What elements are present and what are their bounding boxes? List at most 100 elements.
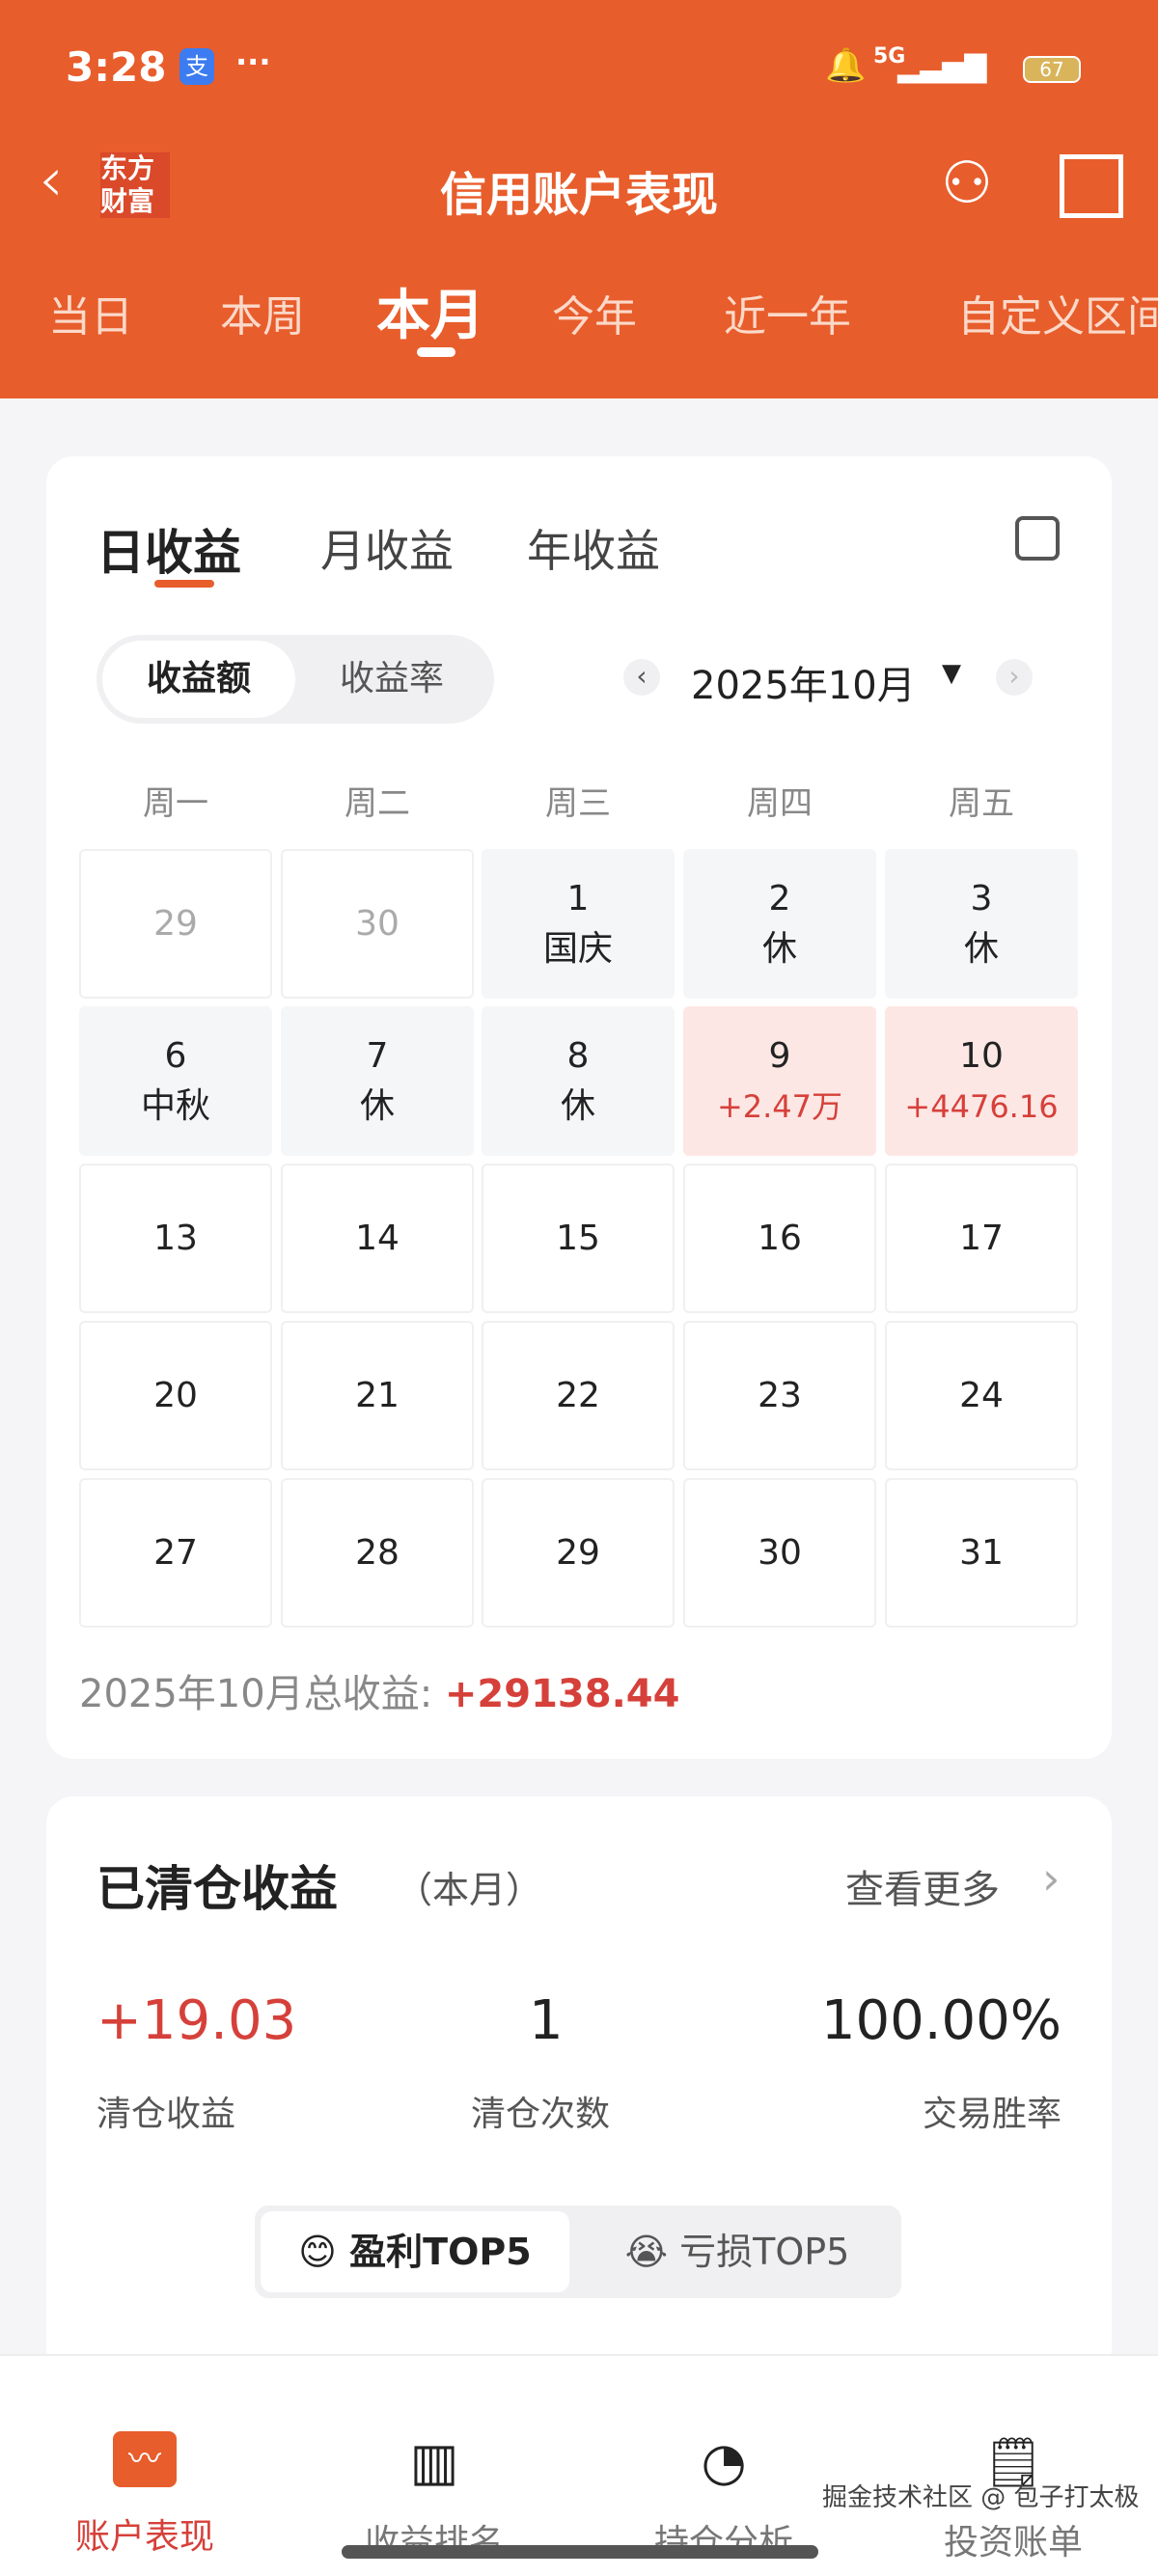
calendar-day[interactable]: 20 bbox=[79, 1321, 272, 1470]
calendar-day[interactable]: 30 bbox=[281, 849, 474, 999]
tab-monthly[interactable]: 月收益 bbox=[320, 525, 454, 577]
calendar-day[interactable]: 10 +4476.16 bbox=[885, 1006, 1078, 1156]
tab-daily[interactable]: 日收益 bbox=[96, 525, 241, 581]
calendar-day[interactable]: 15 bbox=[482, 1164, 675, 1313]
tab-today[interactable]: 当日 bbox=[48, 292, 133, 342]
day-number: 28 bbox=[355, 1532, 400, 1573]
day-note: 休 bbox=[963, 928, 999, 969]
nav-account[interactable]: 〰 账户表现 bbox=[0, 2431, 290, 2559]
toggle-amount[interactable]: 收益额 bbox=[102, 641, 295, 718]
total-label: 2025年10月总收益: bbox=[79, 1672, 445, 1716]
day-number: 15 bbox=[556, 1218, 600, 1258]
calendar-day[interactable]: 27 bbox=[79, 1478, 272, 1628]
day-note: 休 bbox=[560, 1085, 595, 1126]
day-number: 21 bbox=[355, 1375, 400, 1415]
calendar-day[interactable]: 13 bbox=[79, 1164, 272, 1313]
day-number: 2 bbox=[768, 878, 791, 918]
day-note: 休 bbox=[761, 928, 797, 969]
network-label: 5G bbox=[873, 44, 906, 69]
share-icon[interactable] bbox=[1060, 154, 1123, 218]
nav-label: 账户表现 bbox=[74, 2517, 214, 2557]
toggle-loss-top5[interactable]: 😭 亏损TOP5 bbox=[583, 2211, 892, 2292]
cleared-title: 已清仓收益 bbox=[96, 1861, 338, 1917]
calendar-day[interactable]: 29 bbox=[482, 1478, 675, 1628]
day-number: 29 bbox=[153, 903, 198, 944]
tab-month[interactable]: 本月 bbox=[376, 285, 484, 347]
nav-bill[interactable]: 🗒 投资账单 bbox=[868, 2431, 1158, 2564]
calendar-day[interactable]: 21 bbox=[281, 1321, 474, 1470]
logo: 东方财富 bbox=[100, 152, 170, 218]
day-number: 22 bbox=[556, 1375, 600, 1415]
tab-indicator bbox=[417, 347, 455, 357]
calendar-day[interactable]: 31 bbox=[885, 1478, 1078, 1628]
calendar-day[interactable]: 6 中秋 bbox=[79, 1006, 272, 1156]
tab-week[interactable]: 本周 bbox=[220, 292, 305, 342]
day-note: +4476.16 bbox=[904, 1087, 1059, 1125]
day-number: 10 bbox=[959, 1035, 1004, 1076]
day-number: 8 bbox=[566, 1035, 590, 1076]
tab-last-year[interactable]: 近一年 bbox=[724, 292, 851, 342]
bell-icon: 🔔 bbox=[825, 46, 867, 85]
stat-label-winrate: 交易胜率 bbox=[922, 2095, 1062, 2134]
day-note: +2.47万 bbox=[716, 1087, 843, 1125]
stat-label-profit: 清仓收益 bbox=[96, 2095, 236, 2134]
toggle-rate[interactable]: 收益率 bbox=[339, 659, 444, 699]
toggle-profit-top5[interactable]: 😊 盈利TOP5 bbox=[261, 2211, 569, 2292]
weekday-label: 周三 bbox=[545, 784, 611, 823]
day-number: 31 bbox=[959, 1532, 1004, 1573]
weekday-label: 周五 bbox=[949, 784, 1014, 823]
prev-month-button[interactable]: ‹ bbox=[623, 659, 660, 696]
back-icon[interactable]: ‹ bbox=[39, 145, 64, 216]
calendar-day[interactable]: 28 bbox=[281, 1478, 474, 1628]
calendar-day[interactable]: 30 bbox=[683, 1478, 876, 1628]
bill-icon: 🗒 bbox=[982, 2434, 1044, 2490]
calendar-day[interactable]: 22 bbox=[482, 1321, 675, 1470]
pie-icon: ◔ bbox=[701, 2431, 747, 2492]
stat-value-profit: +19.03 bbox=[96, 1989, 297, 2052]
cleared-card: 已清仓收益 （本月） 查看更多 › +19.03 清仓收益 1 清仓次数 100… bbox=[46, 1796, 1112, 2375]
chevron-right-icon[interactable]: › bbox=[1042, 1852, 1061, 1905]
calendar-day[interactable]: 1 国庆 bbox=[482, 849, 675, 999]
privacy-eye-icon[interactable]: ⚇ bbox=[941, 150, 993, 217]
tab-yearly[interactable]: 年收益 bbox=[527, 525, 660, 577]
chevron-down-icon[interactable]: ▼ bbox=[942, 659, 961, 688]
calendar-day[interactable]: 29 bbox=[79, 849, 272, 999]
calendar-day[interactable]: 14 bbox=[281, 1164, 474, 1313]
calendar-day[interactable]: 17 bbox=[885, 1164, 1078, 1313]
calendar-day[interactable]: 16 bbox=[683, 1164, 876, 1313]
month-selector[interactable]: 2025年10月 bbox=[691, 664, 916, 708]
total-value: +29138.44 bbox=[444, 1672, 680, 1716]
toggle-profit-label: 盈利TOP5 bbox=[349, 2231, 532, 2273]
day-number: 17 bbox=[959, 1218, 1004, 1258]
day-number: 1 bbox=[566, 878, 590, 918]
day-number: 24 bbox=[959, 1375, 1004, 1415]
day-note: 中秋 bbox=[140, 1085, 210, 1126]
smile-emoji-icon: 😊 bbox=[298, 2231, 337, 2273]
top5-toggle: 😊 盈利TOP5 😭 亏损TOP5 bbox=[255, 2206, 901, 2298]
nav-label: 投资账单 bbox=[943, 2523, 1083, 2562]
alipay-icon: 支 bbox=[179, 48, 214, 85]
battery-icon: 67 bbox=[1023, 56, 1081, 83]
calendar-day[interactable]: 24 bbox=[885, 1321, 1078, 1470]
calendar-day[interactable]: 9 +2.47万 bbox=[683, 1006, 876, 1156]
tab-year[interactable]: 今年 bbox=[552, 292, 637, 342]
view-more-link[interactable]: 查看更多 bbox=[845, 1868, 1000, 1912]
next-month-button[interactable]: › bbox=[996, 659, 1033, 696]
day-number: 30 bbox=[758, 1532, 802, 1573]
bottom-nav bbox=[0, 2354, 1158, 2576]
more-dots: ··· bbox=[235, 43, 271, 80]
day-number: 13 bbox=[153, 1218, 198, 1258]
share-icon[interactable] bbox=[1015, 516, 1060, 561]
status-time: 3:28 bbox=[66, 43, 167, 91]
chart-icon: 〰 bbox=[113, 2431, 177, 2487]
crying-emoji-icon: 😭 bbox=[624, 2231, 669, 2273]
home-indicator[interactable] bbox=[342, 2545, 818, 2559]
calendar-day[interactable]: 23 bbox=[683, 1321, 876, 1470]
stat-label-count: 清仓次数 bbox=[471, 2095, 611, 2134]
weekday-label: 周一 bbox=[143, 784, 208, 823]
tab-custom[interactable]: 自定义区间 bbox=[957, 292, 1158, 342]
